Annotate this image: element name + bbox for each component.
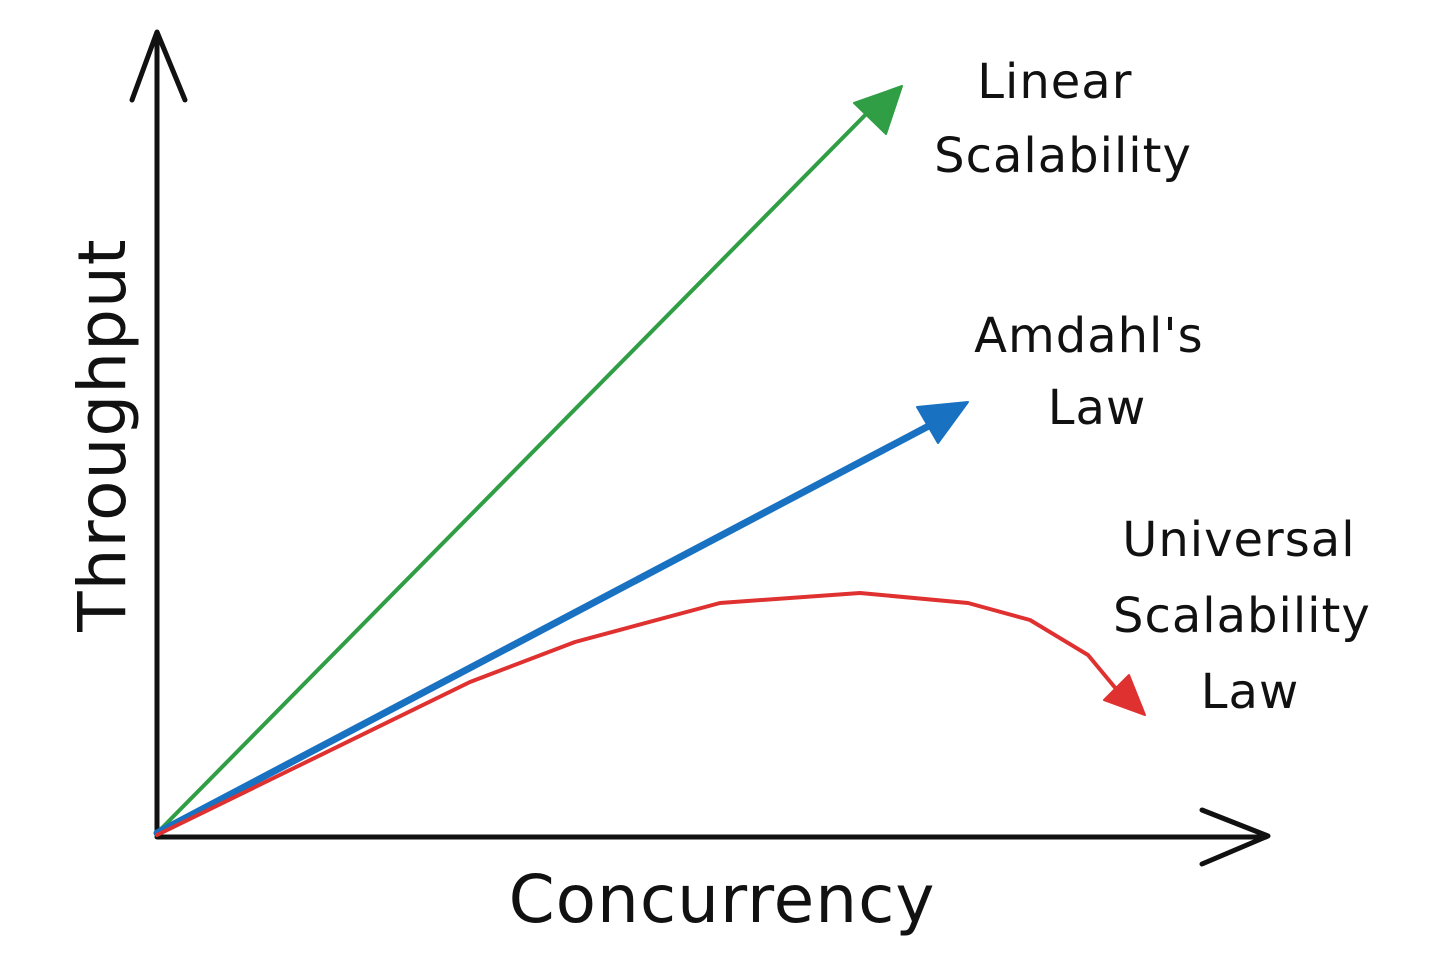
label-amdahl: Amdahl's Law bbox=[974, 308, 1220, 436]
curve-linear bbox=[155, 85, 903, 835]
curve-usl-line bbox=[155, 591, 1124, 837]
y-axis bbox=[129, 29, 188, 838]
label-linear: Linear Scalability bbox=[934, 54, 1192, 184]
label-amdahl-line-2: Law bbox=[1048, 380, 1146, 436]
x-axis-title: Concurrency bbox=[509, 861, 936, 938]
curve-linear-line bbox=[155, 98, 882, 835]
curve-linear-arrowhead bbox=[853, 85, 903, 135]
x-axis-arrowhead bbox=[1199, 807, 1271, 867]
curve-usl-arrowhead bbox=[1103, 674, 1146, 716]
x-axis bbox=[154, 807, 1271, 867]
curve-amdahl-line bbox=[153, 416, 944, 837]
label-linear-line-2: Scalability bbox=[934, 128, 1192, 184]
curve-usl bbox=[155, 591, 1146, 837]
label-linear-line-1: Linear bbox=[977, 54, 1132, 110]
label-usl: Universal Scalability Law bbox=[1113, 512, 1387, 720]
label-usl-line-1: Universal bbox=[1122, 512, 1355, 568]
y-axis-title: Throughput bbox=[64, 238, 141, 632]
curve-amdahl bbox=[153, 401, 969, 837]
y-axis-arrowhead bbox=[129, 29, 188, 103]
curve-amdahl-arrowhead bbox=[916, 401, 969, 444]
label-usl-line-2: Scalability bbox=[1113, 588, 1371, 644]
label-usl-line-3: Law bbox=[1201, 664, 1299, 720]
label-amdahl-line-1: Amdahl's bbox=[974, 308, 1203, 364]
